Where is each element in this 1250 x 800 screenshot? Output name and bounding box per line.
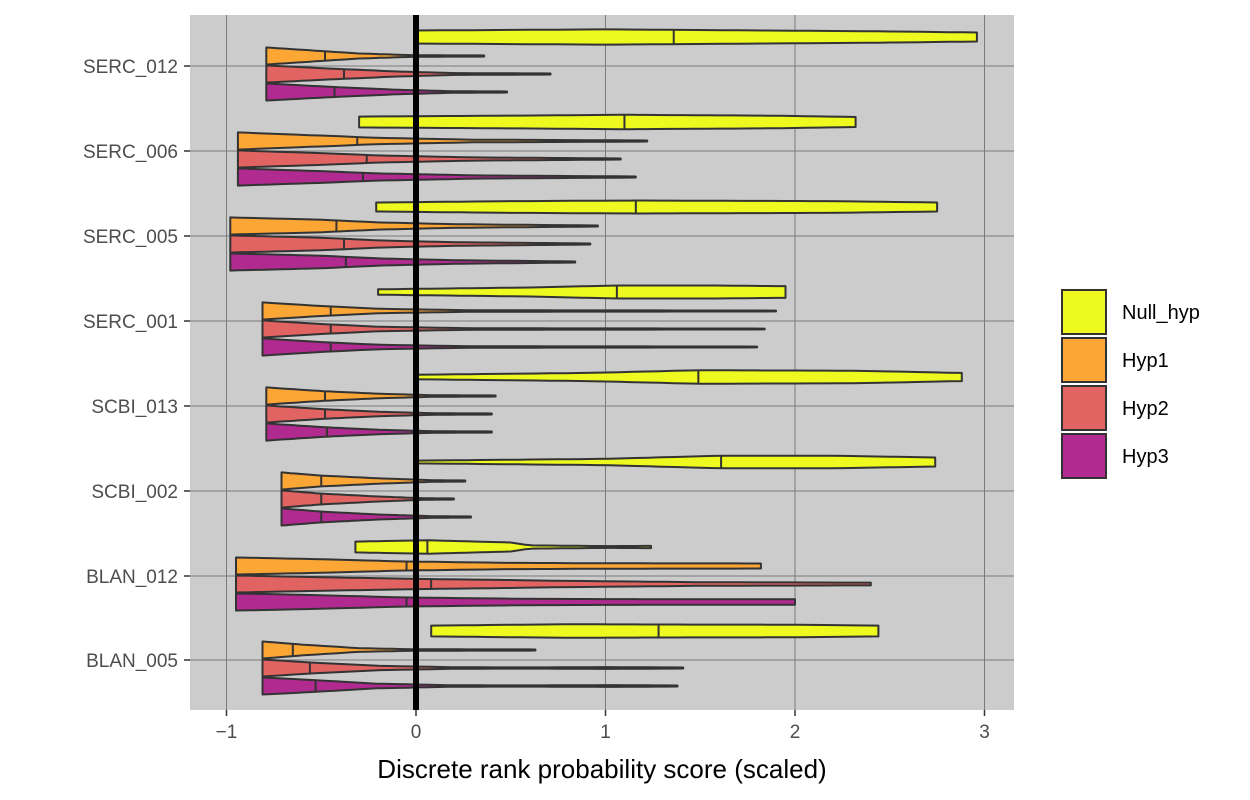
violin-Hyp2-SERC_001 <box>261 319 766 339</box>
y-tick-label-SERC_012: SERC_012 <box>83 57 178 78</box>
legend: Null_hyp Hyp1 Hyp2 Hyp3 <box>1061 289 1200 479</box>
x-tick-label-2: 1 <box>600 722 611 743</box>
violin-Hyp3-SCBI_013 <box>265 422 493 442</box>
y-axis: SERC_012 SERC_006 SERC_005 SERC_001 SCBI_013… <box>83 57 190 672</box>
legend-label-Hyp1: Hyp1 <box>1122 350 1169 372</box>
x-tick-label-0: −1 <box>216 722 238 743</box>
legend-key-Hyp3 <box>1061 433 1107 479</box>
legend-key-Hyp2 <box>1061 385 1107 431</box>
violin-Hyp3-SERC_005 <box>229 252 577 272</box>
series-Hyp2 <box>229 64 872 678</box>
violin-Hyp2-SERC_012 <box>265 64 552 84</box>
violin-Null_hyp-SERC_006 <box>358 113 857 131</box>
x-tick-label-3: 2 <box>790 722 801 743</box>
plot-panel <box>190 15 1014 710</box>
violin-Hyp2-SERC_005 <box>229 234 592 254</box>
violin-Hyp3-BLAN_005 <box>261 676 679 696</box>
y-tick-label-SERC_006: SERC_006 <box>83 142 178 163</box>
violin-Hyp1-SCBI_002 <box>280 471 467 491</box>
legend-label-Hyp2: Hyp2 <box>1122 398 1169 420</box>
violin-Null_hyp-SERC_012 <box>413 28 978 46</box>
violin-Hyp1-BLAN_005 <box>261 640 537 660</box>
legend-label-Hyp3: Hyp3 <box>1122 446 1169 468</box>
violin-Hyp2-SCBI_002 <box>280 489 455 509</box>
x-tick-label-4: 3 <box>979 722 990 743</box>
y-tick-label-BLAN_005: BLAN_005 <box>86 651 178 672</box>
violins-layer <box>229 28 978 696</box>
violin-Hyp2-BLAN_005 <box>261 658 685 678</box>
series-Hyp1 <box>229 46 777 660</box>
y-tick-label-BLAN_012: BLAN_012 <box>86 567 178 588</box>
violin-Hyp3-SCBI_002 <box>280 507 472 527</box>
y-tick-label-SERC_005: SERC_005 <box>83 227 178 248</box>
violin-Null_hyp-BLAN_005 <box>430 623 880 639</box>
violin-Null_hyp-BLAN_012 <box>354 539 652 555</box>
y-tick-label-SCBI_013: SCBI_013 <box>91 397 178 418</box>
violin-Hyp1-SERC_006 <box>236 131 649 151</box>
violin-Hyp1-SERC_001 <box>261 301 777 321</box>
violin-Null_hyp-SCBI_002 <box>413 454 937 470</box>
violin-Hyp1-SERC_012 <box>265 46 486 66</box>
series-Hyp3 <box>229 82 796 696</box>
y-tick-label-SCBI_002: SCBI_002 <box>91 482 178 503</box>
violin-Null_hyp-SERC_005 <box>375 199 939 215</box>
series-Null_hyp <box>354 28 978 639</box>
violin-Hyp2-BLAN_012 <box>235 574 872 594</box>
violin-Hyp3-SERC_012 <box>265 82 508 102</box>
violin-Null_hyp-SCBI_013 <box>413 369 963 385</box>
legend-key-Hyp1 <box>1061 337 1107 383</box>
violin-Hyp2-SERC_006 <box>236 149 622 169</box>
violin-Hyp2-SCBI_013 <box>265 404 493 424</box>
y-tick-label-SERC_001: SERC_001 <box>83 312 178 333</box>
violin-Hyp1-SCBI_013 <box>265 386 497 406</box>
violin-Null_hyp-SERC_001 <box>377 284 787 300</box>
legend-label-Null_hyp: Null_hyp <box>1122 302 1200 324</box>
x-tick-label-1: 0 <box>411 722 422 743</box>
violin-Hyp3-SERC_001 <box>261 337 759 357</box>
legend-key-Null_hyp <box>1061 289 1107 335</box>
x-axis: −1 0 1 2 3 <box>216 710 990 743</box>
x-axis-title: Discrete rank probability score (scaled) <box>377 754 826 784</box>
